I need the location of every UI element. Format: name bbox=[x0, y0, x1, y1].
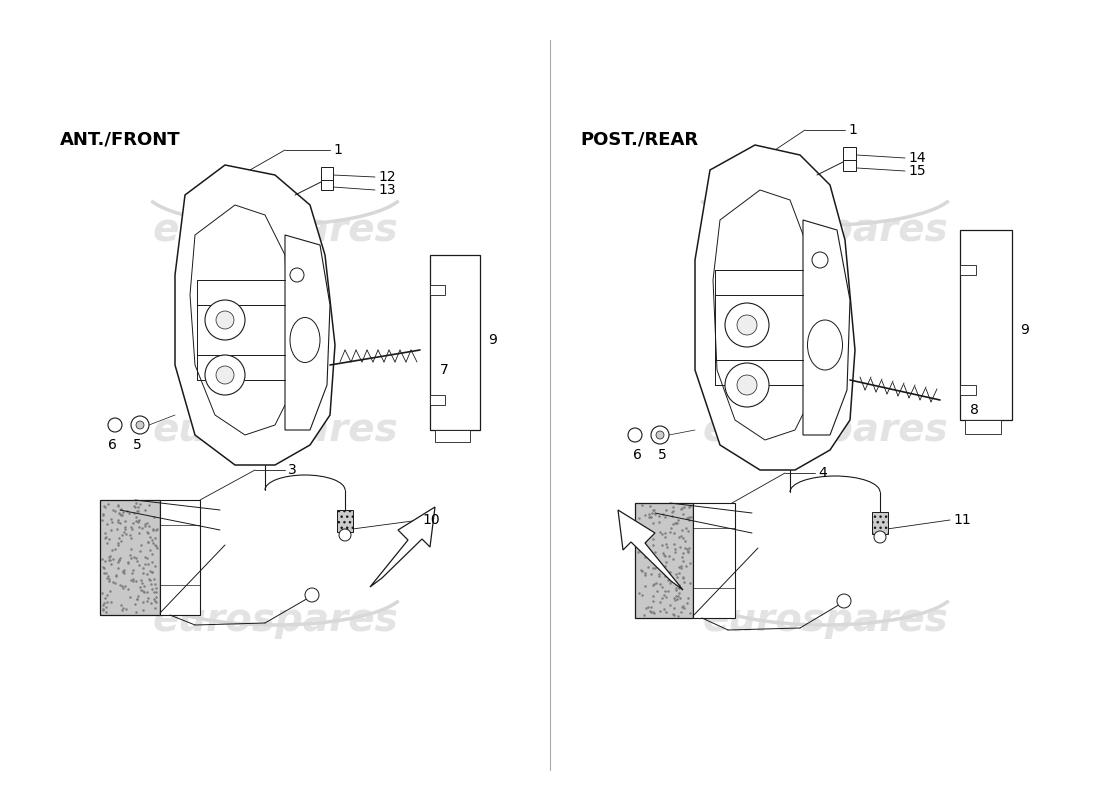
Text: 5: 5 bbox=[658, 448, 667, 462]
Circle shape bbox=[205, 300, 245, 340]
Text: 13: 13 bbox=[378, 183, 396, 197]
Text: 1: 1 bbox=[333, 143, 342, 157]
Circle shape bbox=[628, 428, 642, 442]
Circle shape bbox=[737, 375, 757, 395]
Text: eurospares: eurospares bbox=[702, 601, 948, 639]
Bar bbox=[960, 265, 976, 275]
Text: eurospares: eurospares bbox=[702, 411, 948, 449]
Text: 10: 10 bbox=[422, 513, 440, 527]
Bar bbox=[430, 285, 446, 295]
Polygon shape bbox=[618, 510, 683, 590]
Text: POST./REAR: POST./REAR bbox=[580, 131, 698, 149]
Circle shape bbox=[205, 355, 245, 395]
Bar bbox=[430, 255, 480, 430]
Circle shape bbox=[812, 252, 828, 268]
Bar bbox=[430, 395, 446, 405]
Circle shape bbox=[136, 421, 144, 429]
Circle shape bbox=[108, 418, 122, 432]
Circle shape bbox=[339, 529, 351, 541]
Text: 11: 11 bbox=[953, 513, 970, 527]
Circle shape bbox=[837, 594, 851, 608]
Bar bbox=[843, 160, 856, 171]
Text: 9: 9 bbox=[1020, 323, 1028, 337]
Text: 15: 15 bbox=[908, 164, 925, 178]
Polygon shape bbox=[803, 220, 850, 435]
Text: 1: 1 bbox=[848, 123, 857, 137]
Polygon shape bbox=[190, 205, 290, 435]
Circle shape bbox=[290, 268, 304, 282]
Polygon shape bbox=[370, 507, 434, 587]
Circle shape bbox=[216, 366, 234, 384]
Bar bbox=[960, 385, 976, 395]
Text: 8: 8 bbox=[970, 403, 979, 417]
Circle shape bbox=[651, 426, 669, 444]
Bar bbox=[635, 503, 693, 618]
Text: 12: 12 bbox=[378, 170, 396, 184]
Text: 5: 5 bbox=[133, 438, 142, 452]
Bar bbox=[160, 500, 200, 615]
Bar bbox=[960, 230, 1012, 420]
Circle shape bbox=[874, 531, 886, 543]
Bar bbox=[321, 167, 333, 181]
Text: eurospares: eurospares bbox=[152, 601, 398, 639]
Circle shape bbox=[305, 588, 319, 602]
Text: eurospares: eurospares bbox=[152, 211, 398, 249]
Text: eurospares: eurospares bbox=[152, 411, 398, 449]
Text: 9: 9 bbox=[488, 333, 497, 347]
Circle shape bbox=[216, 311, 234, 329]
Text: 7: 7 bbox=[440, 363, 449, 377]
Bar bbox=[965, 420, 1001, 434]
Circle shape bbox=[737, 315, 757, 335]
Circle shape bbox=[656, 431, 664, 439]
Polygon shape bbox=[285, 235, 330, 430]
Text: 4: 4 bbox=[818, 466, 827, 480]
Text: 14: 14 bbox=[908, 151, 925, 165]
Polygon shape bbox=[713, 190, 810, 440]
Polygon shape bbox=[695, 145, 855, 470]
Bar bbox=[693, 503, 735, 618]
Text: eurospares: eurospares bbox=[702, 211, 948, 249]
Text: 6: 6 bbox=[632, 448, 641, 462]
Text: 6: 6 bbox=[108, 438, 117, 452]
Text: ANT./FRONT: ANT./FRONT bbox=[60, 131, 180, 149]
Bar bbox=[843, 147, 856, 162]
Bar bbox=[872, 512, 888, 534]
Bar bbox=[100, 500, 160, 615]
Circle shape bbox=[725, 303, 769, 347]
Text: 3: 3 bbox=[288, 463, 297, 477]
Circle shape bbox=[725, 363, 769, 407]
Bar bbox=[434, 430, 470, 442]
Polygon shape bbox=[175, 165, 336, 465]
Bar bbox=[337, 510, 353, 532]
Bar bbox=[321, 180, 333, 190]
Circle shape bbox=[131, 416, 149, 434]
